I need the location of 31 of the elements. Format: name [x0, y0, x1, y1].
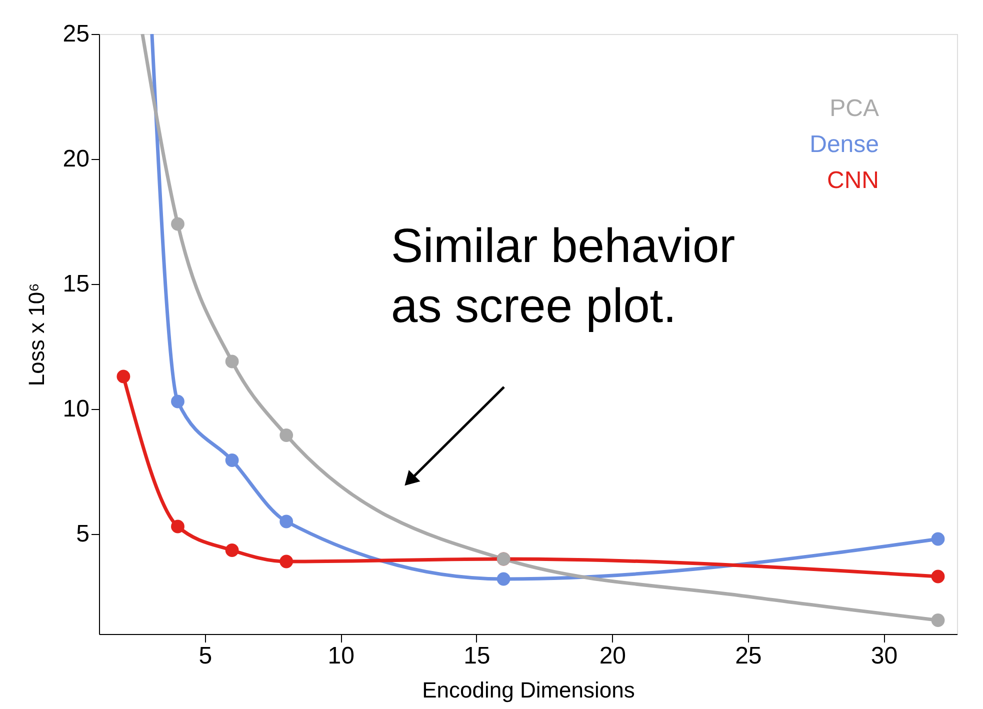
point	[280, 428, 294, 442]
y-tick-label: 20	[62, 146, 90, 172]
x-tick-label: 30	[870, 642, 898, 670]
y-tick-label: 10	[62, 396, 90, 422]
x-axis-title: Encoding Dimensions	[422, 678, 635, 702]
y-tick-label: 15	[62, 270, 90, 298]
y-tick-label: 5	[76, 520, 90, 548]
y-axis-title: Loss x 10⁶	[24, 282, 49, 386]
annotation: Similar behavior as scree plot.	[391, 220, 736, 333]
x-tick-label: 5	[198, 642, 212, 670]
point	[225, 354, 239, 368]
y-tick-label: 25	[62, 20, 90, 48]
text: Dense	[810, 131, 879, 158]
point	[225, 544, 239, 557]
point	[931, 532, 945, 546]
point	[280, 554, 294, 568]
x-tick-label: 15	[464, 642, 490, 670]
point	[931, 570, 945, 584]
point	[280, 514, 294, 528]
x-tick-label: 10	[328, 642, 355, 670]
point	[171, 520, 184, 534]
point	[496, 572, 510, 586]
point	[171, 217, 184, 231]
text: PCA	[830, 95, 879, 122]
point	[171, 394, 184, 408]
x-tick-label: 25	[735, 642, 762, 670]
text: CNN	[827, 167, 879, 194]
point	[225, 454, 239, 467]
x-tick-label: 20	[599, 642, 626, 670]
point	[931, 614, 945, 627]
point	[116, 370, 130, 384]
